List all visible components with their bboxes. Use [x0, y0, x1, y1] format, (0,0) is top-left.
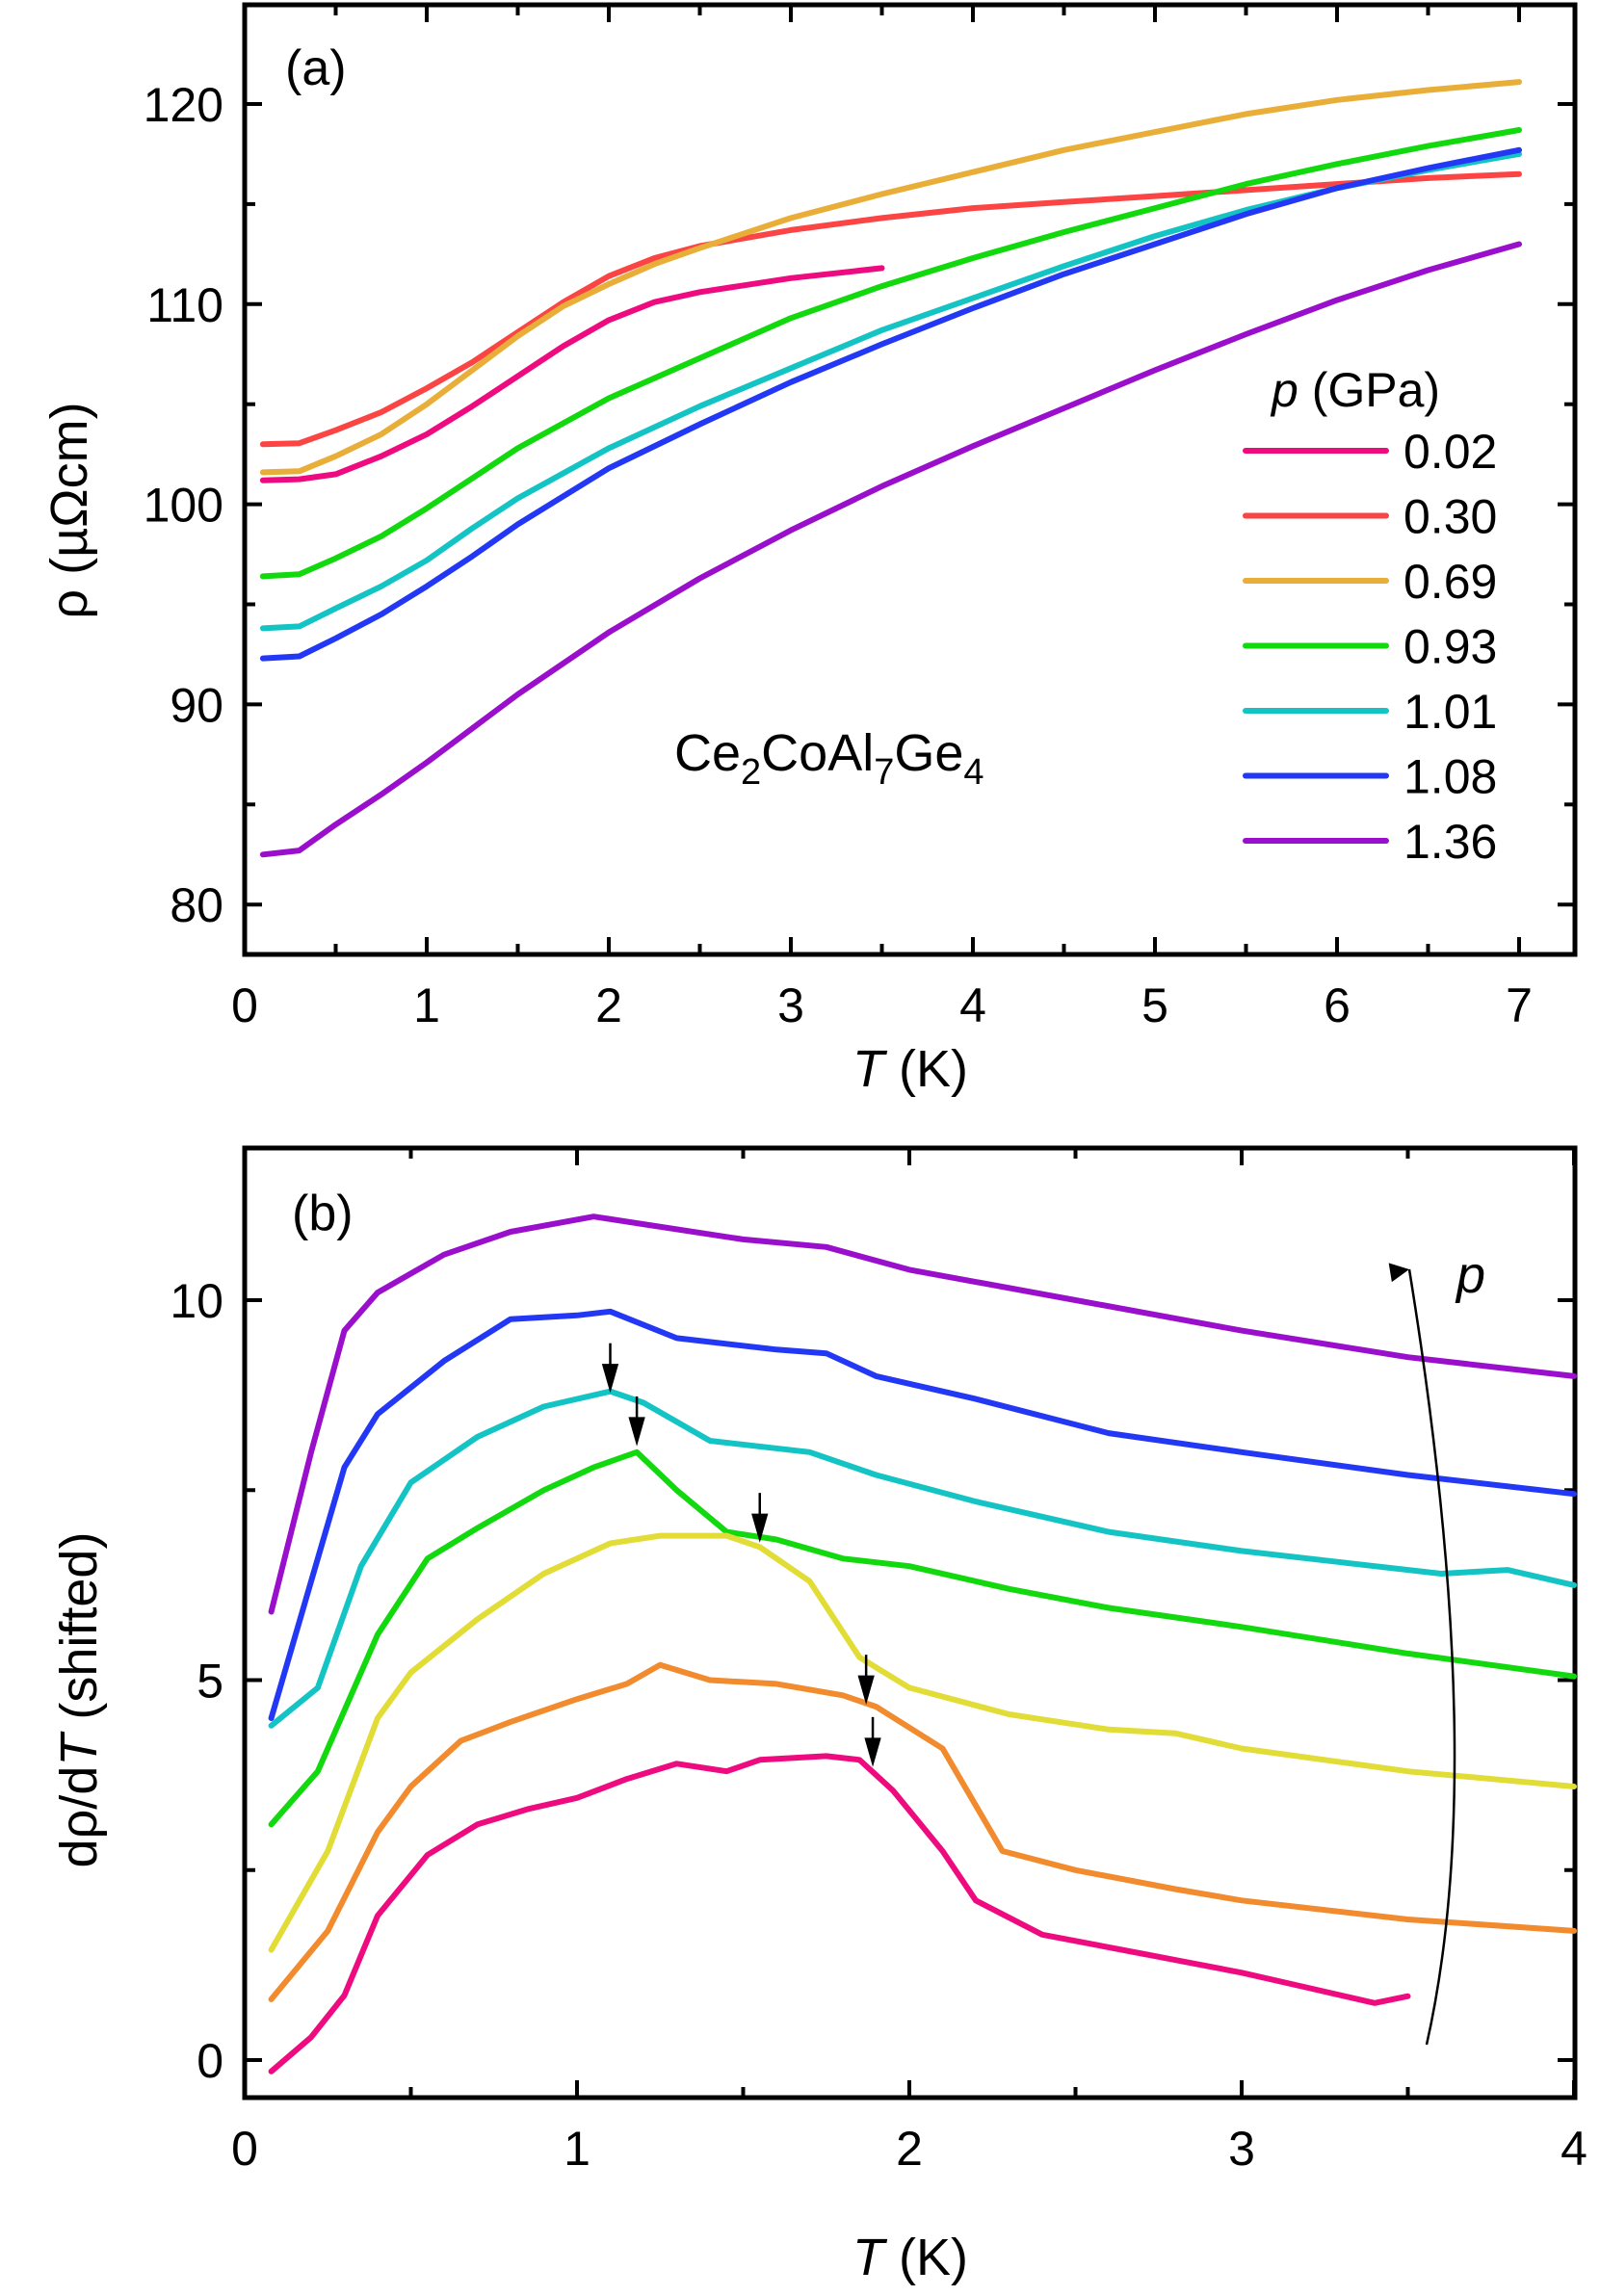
transition-arrow-icon — [864, 1716, 881, 1767]
panel-a-curves — [259, 79, 1522, 858]
panel-b-ticks — [243, 1148, 1576, 2098]
transition-arrow-icon — [751, 1493, 769, 1543]
x-tick-label: 5 — [1141, 978, 1168, 1032]
panel-b-frame — [242, 1145, 1578, 2100]
x-tick-label: 2 — [896, 2122, 923, 2176]
legend-entry: 0.69 — [1243, 555, 1497, 609]
curve-p-0_30 — [268, 1661, 1577, 2002]
transition-arrow-icon — [601, 1343, 619, 1394]
legend-entry: 0.30 — [1243, 490, 1497, 544]
curve-p-1_36 — [268, 1213, 1577, 1615]
legend-title: p (GPa) — [1270, 363, 1440, 417]
legend-label: 1.08 — [1403, 750, 1497, 804]
x-tick-label: 0 — [231, 978, 258, 1032]
y-tick-label: 120 — [144, 78, 223, 132]
x-tick-label: 6 — [1324, 978, 1351, 1032]
x-tick-label: 0 — [231, 2122, 258, 2176]
legend-entry: 1.36 — [1243, 815, 1497, 869]
x-tick-label: 2 — [595, 978, 622, 1032]
x-tick-label: 7 — [1506, 978, 1533, 1032]
transition-arrow-icon — [628, 1396, 645, 1447]
legend-label: 0.30 — [1403, 490, 1497, 544]
panel-b-tag: (b) — [292, 1186, 354, 1241]
pressure-direction-label: p — [1455, 1246, 1485, 1304]
legend-label: 0.69 — [1403, 555, 1497, 609]
legend-entry: 1.01 — [1243, 685, 1497, 739]
panel-b-curves — [268, 1213, 1577, 2074]
compound-formula: Ce2CoAl7Ge4 — [674, 724, 984, 793]
panel-a: 0 1 2 3 4 5 6 7 80 90 100 110 120 (a) T (K) ρ (µΩcm… — [40, 2, 1578, 1098]
y-tick-label: 0 — [197, 2034, 223, 2088]
panel-a-y-ticklabels: 80 90 100 110 120 — [144, 78, 223, 932]
curve-p-0_02 — [259, 265, 885, 483]
legend-entry: 0.93 — [1243, 620, 1497, 674]
panel-b: 0 1 2 3 4 0 5 10 (b) T (K) dρ/dT (shifted) p — [50, 1145, 1587, 2286]
legend-label: 0.02 — [1403, 425, 1497, 479]
legend-label: 1.01 — [1403, 685, 1497, 739]
panel-a-tag: (a) — [285, 40, 347, 96]
panel-a-x-ticklabels: 0 1 2 3 4 5 6 7 — [231, 978, 1533, 1032]
curve-p-0_93 — [259, 127, 1522, 580]
y-tick-label: 110 — [146, 278, 223, 332]
legend-entry: 1.08 — [1243, 750, 1497, 804]
curve-p-0_30 — [259, 170, 1522, 448]
legend-entries: 0.02 0.30 0.69 0.93 1.01 1.08 1.36 — [1243, 425, 1497, 869]
panel-a-x-axis-label: T (K) — [852, 1040, 968, 1098]
panel-b-y-axis-label: dρ/dT (shifted) — [50, 1532, 108, 1868]
x-tick-label: 3 — [1228, 2122, 1255, 2176]
panel-b-y-ticklabels: 0 5 10 — [170, 1274, 223, 2088]
x-tick-label: 4 — [1561, 2122, 1587, 2176]
panel-b-transition-arrows — [601, 1343, 881, 1767]
curve-p-0_02 — [268, 1753, 1411, 2074]
legend-label: 0.93 — [1403, 620, 1497, 674]
y-tick-label: 100 — [144, 479, 223, 533]
panel-b-x-axis-label: T (K) — [852, 2229, 968, 2286]
curve-p-1_08 — [268, 1308, 1577, 1721]
curve-p-1_08 — [259, 146, 1522, 662]
transition-arrow-icon — [857, 1655, 875, 1705]
panel-b-x-ticklabels: 0 1 2 3 4 — [231, 2122, 1587, 2176]
legend: p (GPa) 0.02 0.30 0.69 0.93 1.01 1.08 1.36 — [1243, 363, 1497, 869]
x-tick-label: 3 — [777, 978, 804, 1032]
x-tick-label: 1 — [564, 2122, 590, 2176]
legend-entry: 0.02 — [1243, 425, 1497, 479]
panel-a-ticks — [243, 5, 1575, 954]
curve-p-1_01 — [268, 1388, 1577, 1729]
curve-p-1_01 — [259, 150, 1522, 632]
curve-p-1_36 — [259, 241, 1522, 858]
curve-p-0_69 — [259, 79, 1522, 476]
pressure-direction-arrow — [1388, 1263, 1456, 2046]
panel-a-y-axis-label: ρ (µΩcm) — [40, 402, 98, 618]
y-tick-label: 5 — [197, 1655, 223, 1709]
curve-p-0_69 — [268, 1532, 1577, 1953]
legend-label: 1.36 — [1403, 815, 1497, 869]
curve-p-0_93 — [268, 1448, 1577, 1828]
panel-a-frame — [242, 2, 1578, 957]
y-tick-label: 10 — [170, 1274, 223, 1328]
x-tick-label: 1 — [413, 978, 440, 1032]
x-tick-label: 4 — [959, 978, 986, 1032]
y-tick-label: 90 — [170, 678, 223, 732]
y-tick-label: 80 — [170, 878, 223, 932]
